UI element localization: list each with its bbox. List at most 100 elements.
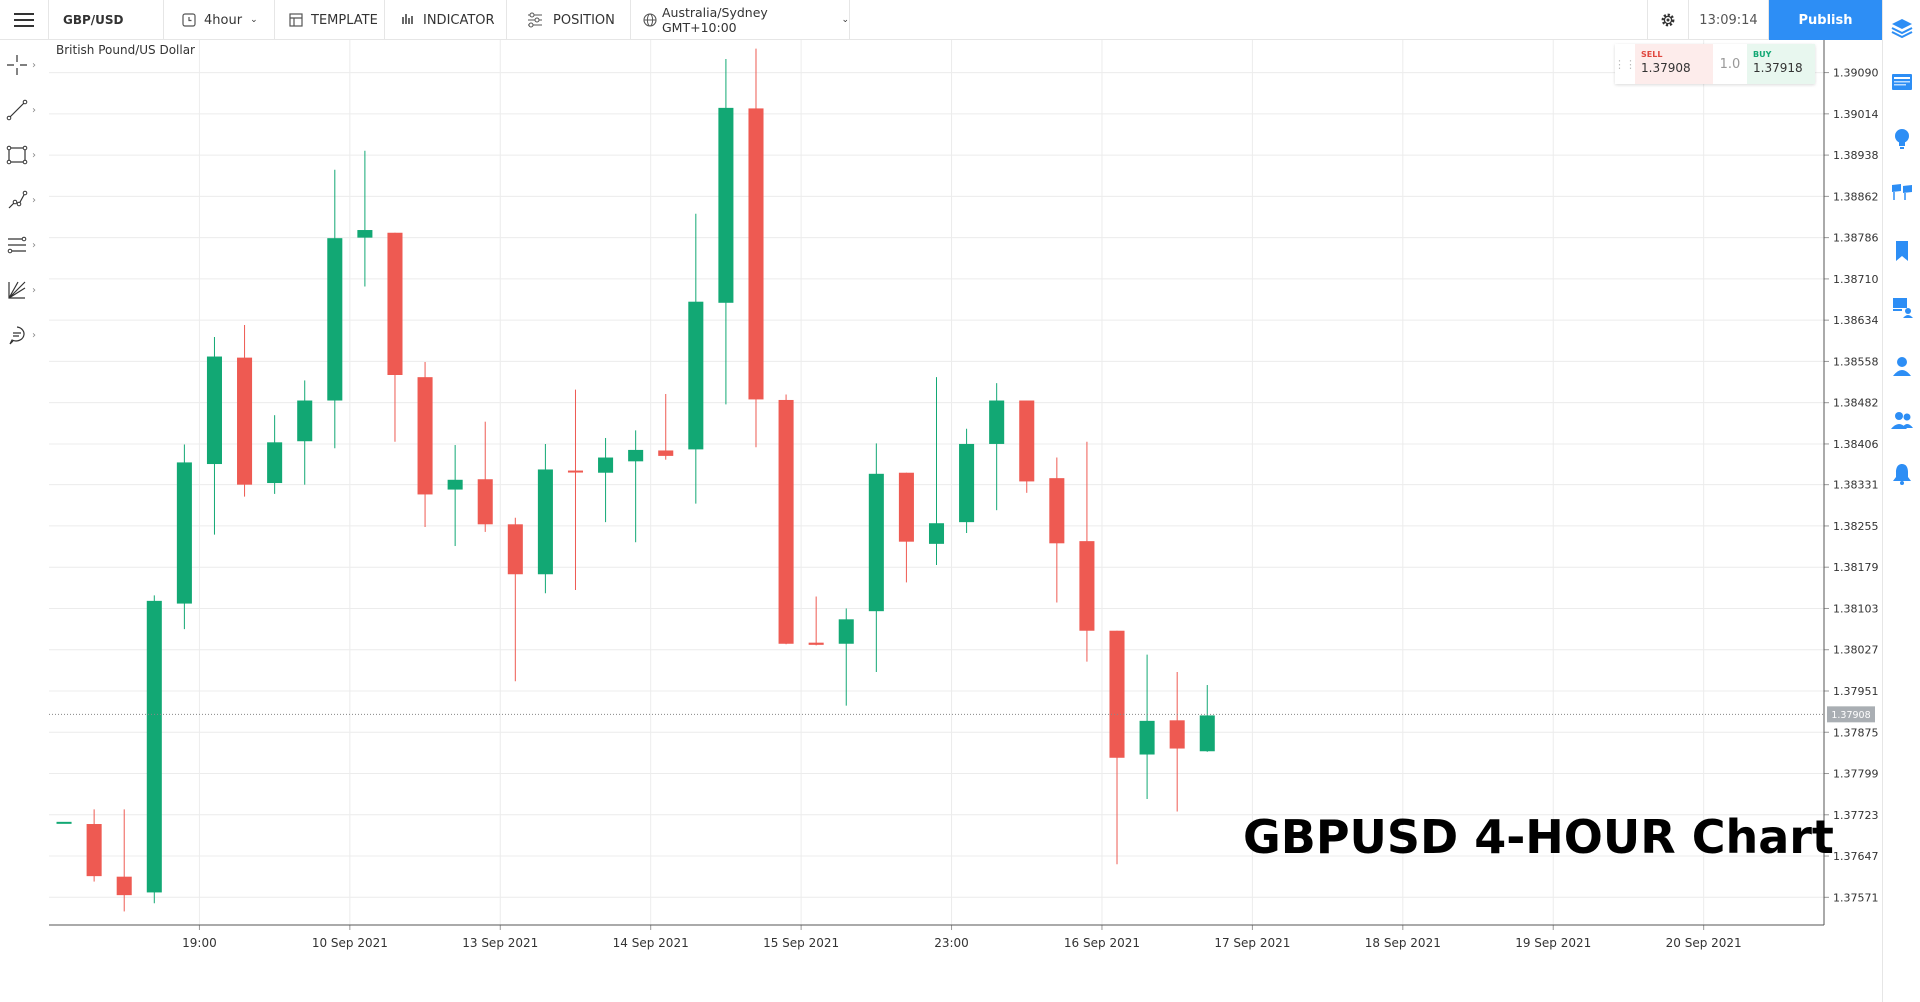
candle[interactable] [1139, 654, 1155, 800]
candle[interactable] [688, 213, 704, 504]
template-button[interactable]: TEMPLATE [275, 0, 385, 40]
candle[interactable] [176, 444, 192, 630]
y-tick-label: 1.38406 [1833, 438, 1879, 451]
settings-button[interactable] [1647, 0, 1689, 40]
candle[interactable] [537, 443, 553, 594]
candle[interactable] [989, 383, 1005, 511]
ideas-bulb-icon[interactable] [1890, 126, 1914, 150]
chevron-down-icon: ⌄ [250, 15, 258, 25]
candle[interactable] [447, 445, 463, 547]
candle[interactable] [567, 389, 584, 591]
y-tick-label: 1.38634 [1833, 314, 1879, 327]
candle[interactable] [357, 150, 373, 287]
candle[interactable] [1109, 630, 1125, 865]
candle[interactable] [928, 377, 945, 566]
y-tick-label: 1.38482 [1833, 397, 1879, 410]
candle[interactable] [387, 232, 403, 442]
candle[interactable] [417, 361, 433, 528]
layers-icon[interactable] [1890, 16, 1914, 40]
clock-icon [182, 13, 196, 27]
candle-body [86, 824, 102, 877]
candle[interactable] [477, 421, 493, 532]
y-tick-label: 1.37875 [1833, 726, 1879, 739]
candle-body [1199, 715, 1215, 752]
candle[interactable] [327, 169, 343, 449]
candle[interactable] [1169, 671, 1185, 812]
candle-body [688, 301, 704, 450]
buy-button[interactable]: BUY 1.37918 [1747, 44, 1815, 84]
users-icon[interactable] [1890, 408, 1914, 432]
candle[interactable] [718, 59, 734, 405]
crosshair-icon [7, 55, 27, 75]
buy-label: BUY [1753, 50, 1772, 59]
candle[interactable] [146, 595, 162, 904]
x-tick-label: 19:00 [182, 936, 217, 950]
candle[interactable] [778, 394, 794, 645]
candle-body [56, 821, 72, 824]
interval-dropdown[interactable]: 4hour ⌄ [164, 0, 275, 40]
candle[interactable] [86, 809, 102, 882]
candle[interactable] [868, 443, 884, 672]
candle[interactable] [1049, 457, 1065, 603]
fib-tool[interactable]: › [6, 230, 44, 260]
bookmark-icon[interactable] [1890, 239, 1914, 263]
candle[interactable] [808, 596, 824, 646]
candle[interactable] [1019, 400, 1035, 493]
candle[interactable] [598, 437, 614, 523]
x-tick-label: 23:00 [934, 936, 969, 950]
chart-title: British Pound/US Dollar [56, 43, 195, 57]
path-tool[interactable]: › [6, 185, 44, 215]
publish-button[interactable]: Publish [1769, 0, 1882, 40]
symbol-label: GBP/USD [63, 13, 124, 27]
news-icon[interactable] [1890, 70, 1914, 94]
presenter-icon[interactable] [1890, 296, 1914, 320]
candle[interactable] [1199, 685, 1215, 752]
x-tick-label: 13 Sep 2021 [462, 936, 538, 950]
user-icon[interactable] [1890, 354, 1914, 378]
candle[interactable] [748, 48, 764, 448]
chevron-right-icon: › [32, 149, 36, 161]
candle[interactable] [297, 380, 313, 485]
menu-button[interactable] [0, 0, 48, 40]
rectangle-tool[interactable]: › [6, 140, 44, 170]
candlestick-chart[interactable]: 1.39090 1.39014 1.38938 1.38862 1.38786 1.387… [49, 40, 1882, 1002]
y-tick-label: 1.37799 [1833, 768, 1879, 781]
candle[interactable] [507, 517, 523, 682]
comment-tool[interactable]: › [6, 320, 44, 350]
candle[interactable] [838, 608, 854, 706]
quantity-value[interactable]: 1.0 [1719, 56, 1741, 72]
candle[interactable] [658, 394, 674, 460]
candle-body [206, 356, 222, 465]
candle-body [989, 400, 1005, 444]
candle-body [718, 107, 734, 303]
position-button[interactable]: POSITION [507, 0, 631, 40]
candle[interactable] [898, 472, 914, 583]
candle[interactable] [267, 415, 283, 494]
candle[interactable] [206, 336, 222, 535]
chevron-down-icon: ⌄ [841, 15, 849, 25]
candle[interactable] [959, 428, 975, 533]
drag-handle-icon[interactable]: ⋮⋮ [1614, 57, 1636, 71]
path-icon [8, 190, 28, 209]
candle-body [598, 457, 614, 473]
indicator-button[interactable]: INDICATOR [385, 0, 507, 40]
right-sidebar [1882, 0, 1920, 1002]
symbol-search[interactable]: GBP/USD [48, 0, 164, 40]
candle-body [1109, 630, 1125, 758]
trendline-tool[interactable]: › [6, 95, 44, 125]
x-tick-label: 18 Sep 2021 [1365, 936, 1441, 950]
template-icon [289, 13, 303, 27]
candle[interactable] [56, 821, 72, 824]
indicator-label: INDICATOR [423, 12, 495, 28]
candle[interactable] [116, 809, 132, 912]
candle[interactable] [628, 430, 644, 543]
gann-tool[interactable]: › [6, 275, 44, 305]
crosshair-tool[interactable]: › [6, 50, 44, 80]
flags-icon[interactable] [1890, 180, 1914, 204]
sell-button[interactable]: SELL 1.37908 [1635, 44, 1713, 84]
candle[interactable] [237, 325, 253, 497]
candle-body [146, 600, 162, 893]
bell-icon[interactable] [1890, 462, 1914, 486]
timezone-dropdown[interactable]: Australia/Sydney GMT+10:00 ⌄ [631, 0, 850, 40]
candle[interactable] [1079, 441, 1095, 662]
